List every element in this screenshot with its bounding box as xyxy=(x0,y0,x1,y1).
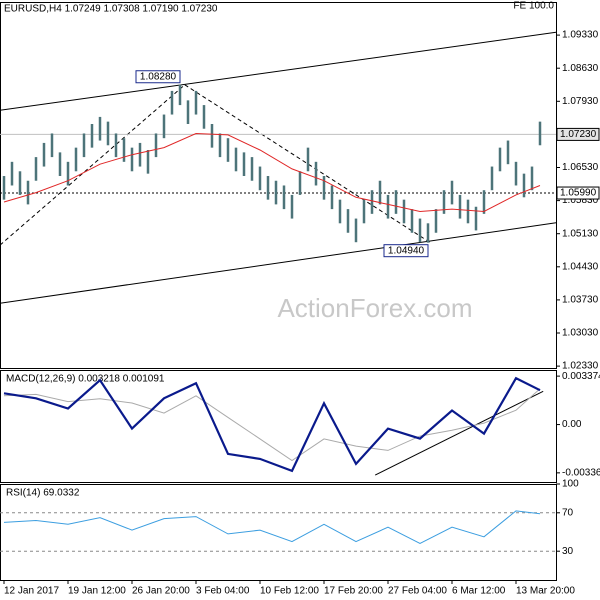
y-tick-label: 0.003374 xyxy=(562,371,600,382)
trend-line xyxy=(0,222,557,304)
price-level-label: 1.05990 xyxy=(560,188,597,199)
trend-line xyxy=(0,31,557,111)
x-tick-label: 17 Feb 20:00 xyxy=(324,586,383,597)
trend-line xyxy=(374,390,544,476)
x-tick-label: 12 Jan 2017 xyxy=(4,586,59,597)
panel-frame xyxy=(0,2,557,369)
y-tick-label: -0.003363 xyxy=(562,467,600,478)
x-tick-label: 6 Mar 12:00 xyxy=(452,586,506,597)
marker-label: 1.08280 xyxy=(140,71,177,82)
price-level-label: 1.07230 xyxy=(560,129,597,140)
indicator-line xyxy=(3,510,541,545)
y-tick-label: 0.00 xyxy=(562,419,582,430)
y-tick-label: 1.05130 xyxy=(562,228,599,239)
y-tick-label: 1.08630 xyxy=(562,63,599,74)
y-tick-label: 1.03730 xyxy=(562,295,599,306)
panel-frame xyxy=(0,370,557,483)
panel-title: MACD(12,26,9) 0.003218 0.001091 xyxy=(6,374,165,385)
x-tick-label: 26 Jan 20:00 xyxy=(132,586,190,597)
panel-frame xyxy=(0,484,557,581)
x-tick-label: 13 Mar 20:00 xyxy=(516,586,575,597)
x-tick-label: 3 Feb 04:00 xyxy=(196,586,250,597)
x-tick-label: 19 Jan 12:00 xyxy=(68,586,126,597)
marker-box xyxy=(383,244,429,258)
y-tick-label: 1.05830 xyxy=(562,195,599,206)
moving-average xyxy=(3,132,541,213)
price-level-box xyxy=(556,127,600,141)
trend-line xyxy=(0,84,186,246)
watermark: ActionForex.com xyxy=(277,293,472,323)
y-tick-label: 1.04430 xyxy=(562,261,599,272)
y-tick-label: 1.06530 xyxy=(562,162,599,173)
y-tick-label: 1.02330 xyxy=(562,361,599,372)
indicator-line xyxy=(3,388,541,462)
panel-title: RSI(14) 69.0332 xyxy=(6,488,80,499)
marker-box xyxy=(135,70,181,84)
x-tick-label: 10 Feb 12:00 xyxy=(260,586,319,597)
fe-label: FE 100.0 xyxy=(513,1,554,12)
y-tick-label: 1.07930 xyxy=(562,96,599,107)
x-tick-label: 27 Feb 04:00 xyxy=(388,586,447,597)
price-level-box xyxy=(556,186,600,200)
y-tick-label: 100 xyxy=(562,479,579,490)
marker-label: 1.04940 xyxy=(388,245,425,256)
y-tick-label: 1.03030 xyxy=(562,328,599,339)
y-tick-label: 1.09330 xyxy=(562,30,599,41)
y-tick-label: 70 xyxy=(562,507,574,518)
symbol-header: EURUSD,H4 1.07249 1.07308 1.07190 1.0723… xyxy=(4,4,218,15)
indicator-line xyxy=(3,376,541,473)
y-tick-label: 30 xyxy=(562,546,574,557)
